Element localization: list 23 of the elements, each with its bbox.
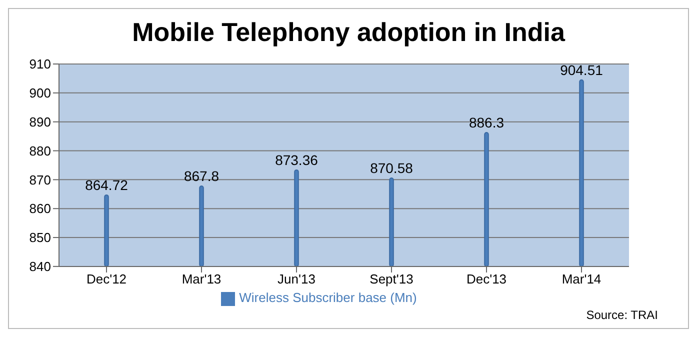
x-tick-label: Dec'13 [466,272,507,287]
data-label: 873.36 [275,152,318,168]
data-label: 904.51 [560,62,604,78]
data-label: 864.72 [85,176,128,193]
x-tick-label: Mar'13 [182,272,222,287]
y-tick-label: 850 [29,230,51,246]
source-note: Source: TRAI [586,308,658,322]
data-label: 870.58 [370,160,414,176]
data-label: 886.3 [468,114,504,131]
y-tick-label: 870 [29,172,51,188]
x-tick-label: Dec'12 [86,272,127,287]
y-tick-label: 840 [29,259,51,274]
y-tick-label: 860 [29,201,51,216]
x-tick-label: Sept'13 [370,272,414,287]
chart-title: Mobile Telephony adoption in India [131,17,566,48]
y-tick-label: 910 [29,56,51,72]
y-tick-label: 900 [29,86,51,101]
x-tick-label: Jun'13 [278,272,316,287]
legend-label: Wireless Subscriber base (Mn) [239,290,417,306]
y-tick-label: 880 [29,143,51,158]
x-tick-label: Mar'14 [562,272,602,287]
data-label: 867.8 [184,168,220,184]
y-tick-label: 890 [29,114,51,130]
